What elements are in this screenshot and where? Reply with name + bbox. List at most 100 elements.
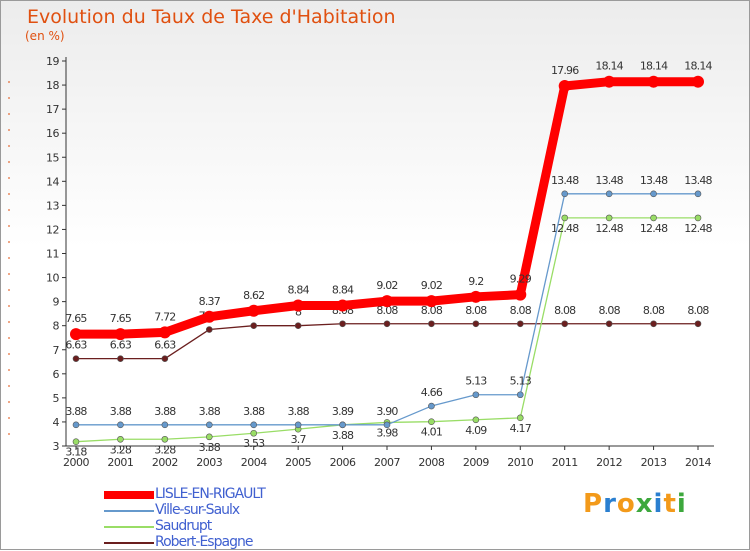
data-label: 3.88	[110, 405, 132, 418]
x-tick-label: 2001	[107, 456, 133, 469]
x-tick-label: 2004	[241, 456, 267, 469]
data-point	[383, 320, 391, 328]
data-point	[336, 299, 349, 312]
y-tick-label: 6	[53, 368, 60, 381]
data-point	[605, 214, 613, 222]
data-label: 3.18	[65, 446, 87, 459]
data-point	[469, 290, 482, 303]
y-tick-label: 10	[46, 272, 59, 285]
data-point	[558, 80, 571, 93]
y-tick-label: 3	[53, 440, 60, 453]
y-tick-label: 19	[46, 55, 59, 68]
logo-letter: r	[603, 489, 617, 519]
data-label: 3.98	[376, 426, 398, 439]
x-tick-label: 2010	[507, 456, 533, 469]
data-label: 3.88	[332, 429, 354, 442]
data-point	[605, 320, 613, 328]
x-tick-label: 2008	[418, 456, 444, 469]
legend-swatch	[104, 491, 154, 499]
x-tick-label: 2011	[552, 456, 578, 469]
data-point	[516, 414, 524, 422]
y-tick-label: 15	[46, 151, 59, 164]
data-label: 7.65	[65, 312, 87, 325]
data-label: 8.08	[465, 304, 487, 317]
data-label: 6.63	[110, 339, 132, 352]
data-point	[250, 322, 258, 329]
x-tick-label: 2014	[685, 456, 711, 469]
data-point	[650, 190, 657, 198]
data-label: 3.90	[376, 405, 398, 418]
data-label: 12.48	[640, 222, 668, 235]
data-point	[516, 391, 524, 399]
y-tick-label: 4	[53, 416, 60, 429]
data-label: 12.48	[595, 222, 623, 235]
data-label: 9.2	[468, 275, 483, 288]
series-lisle-en-rigault: 7.65 7.65 7.728.37 8.62 8.84 8.84 9.02 9.02 9.2 9…	[65, 60, 713, 341]
data-point	[205, 433, 213, 441]
data-point	[161, 355, 169, 362]
logo-letter: x	[635, 489, 654, 519]
data-label: 3.89	[332, 405, 354, 418]
y-tick-label: 11	[46, 248, 59, 261]
data-point	[294, 322, 302, 329]
legend-swatch	[104, 542, 154, 544]
y-tick-label: 5	[53, 392, 60, 405]
data-label: 8.08	[510, 304, 532, 317]
data-label: 4.09	[465, 424, 487, 437]
logo-letter: P	[583, 489, 604, 519]
data-label: 18.14	[595, 60, 623, 73]
data-label: 8.08	[554, 304, 576, 317]
x-tick-label: 2002	[152, 456, 178, 469]
data-point	[203, 310, 216, 323]
data-point	[603, 75, 616, 88]
data-point	[428, 320, 435, 328]
data-point	[205, 421, 213, 429]
data-point	[205, 326, 213, 333]
data-label: 17.96	[551, 64, 579, 77]
data-label: 3.53	[243, 437, 265, 450]
y-tick-label: 16	[46, 127, 59, 140]
y-tick-label: 9	[53, 296, 60, 309]
logo-letter: i	[653, 489, 664, 519]
data-point	[650, 320, 657, 328]
logo-letter: t	[663, 489, 677, 519]
series-robert-espagne: 6.636.636.637.84888.088.088.088.088.088.…	[65, 304, 710, 362]
data-label: 9.02	[421, 279, 442, 292]
chart-title: Evolution du Taux de Taxe d'Habitation	[27, 6, 396, 28]
data-point	[605, 190, 613, 198]
data-point	[381, 295, 393, 308]
data-point	[117, 435, 124, 443]
y-tick-label: 18	[46, 79, 59, 92]
data-point	[247, 304, 260, 317]
data-label: 13.48	[595, 174, 623, 187]
data-label: 13.48	[684, 174, 712, 187]
data-label: 6.63	[154, 339, 176, 352]
data-label: 8.08	[421, 304, 443, 317]
data-point	[250, 421, 258, 429]
data-label: 6.63	[65, 339, 87, 352]
data-label: 9.02	[376, 279, 397, 292]
data-label: 7.72	[154, 310, 175, 323]
data-point	[339, 421, 346, 429]
data-point	[561, 214, 569, 222]
data-point	[472, 391, 480, 399]
y-tick-label: 7	[53, 344, 60, 357]
data-point	[694, 190, 702, 198]
legend-label: Ville-sur-Saulx	[155, 502, 240, 518]
legend-label: Robert-Espagne	[155, 534, 253, 550]
chart-subtitle: (en %)	[25, 29, 65, 43]
data-label: 8.08	[376, 304, 398, 317]
data-label: 4.17	[510, 422, 532, 435]
data-point	[72, 421, 80, 429]
data-label: 8.08	[687, 304, 709, 317]
legend-label: LISLE-EN-RIGAULT	[155, 486, 266, 502]
data-point	[472, 416, 480, 424]
data-point	[514, 288, 527, 301]
data-label: 8.08	[598, 304, 620, 317]
proxiti-logo: Proxiti	[583, 489, 687, 519]
legend-swatch	[104, 526, 154, 528]
data-label: 8	[295, 306, 302, 319]
data-label: 8.08	[643, 304, 665, 317]
